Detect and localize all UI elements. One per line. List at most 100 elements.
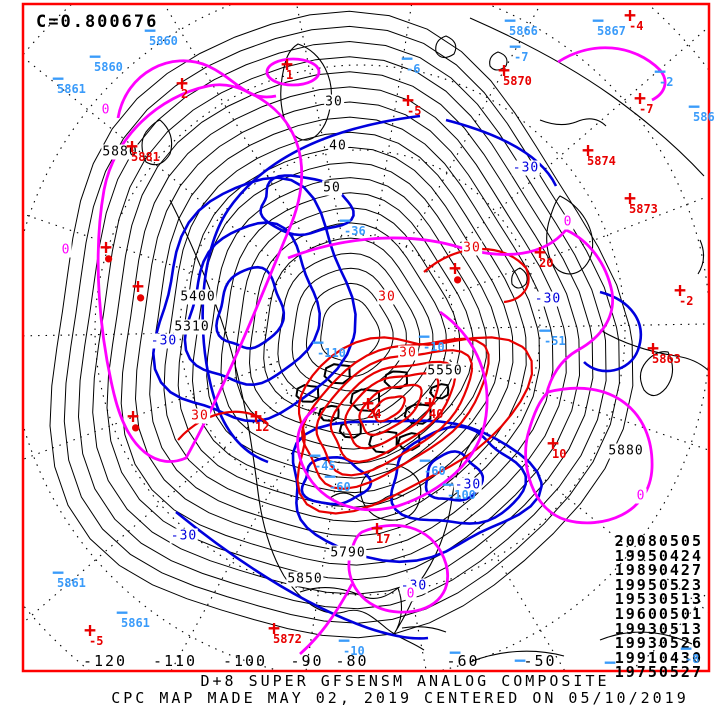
longitude-tick-label: -110 <box>152 652 198 670</box>
plus-anomaly-icon: + <box>646 336 660 360</box>
anomaly-value: 5860 <box>149 34 178 48</box>
contour-label-height: 5850 <box>286 571 324 587</box>
minus-anomaly-icon: − <box>653 59 667 83</box>
plus-anomaly-icon: + <box>280 52 294 76</box>
contour-label-height: 50 <box>322 180 342 196</box>
minus-anomaly-icon: − <box>687 94 701 118</box>
contour-label-height: 5880 <box>607 443 645 459</box>
plus-anomaly-icon: + <box>448 256 462 280</box>
plus-anomaly-icon: + <box>497 58 511 82</box>
anomaly-value: -8 <box>685 652 700 666</box>
plus-anomaly-icon: + <box>249 404 263 428</box>
plus-anomaly-icon: + <box>267 616 281 640</box>
anomaly-value: 20 <box>539 256 554 270</box>
contour-label-height: 5550 <box>426 363 464 379</box>
plus-anomaly-icon: + <box>99 235 113 259</box>
anomaly-value: 5874 <box>587 154 616 168</box>
analog-date: 19930526 <box>614 634 703 653</box>
plus-anomaly-icon: + <box>131 274 145 298</box>
anomaly-value: -2 <box>659 75 674 89</box>
contour-label-pos: 30 <box>377 289 397 305</box>
anomaly-value: 1 <box>286 68 294 82</box>
anomaly-value: -51 <box>544 334 566 348</box>
contour-label-height: 5310 <box>173 319 211 335</box>
anomaly-value: 5860 <box>94 60 123 74</box>
longitude-tick-label: -90 <box>290 652 324 670</box>
contour-label-pos: 30 <box>190 408 210 424</box>
contour-label-height: 5400 <box>179 289 217 305</box>
contour-label-zero: 0 <box>562 214 574 230</box>
contour-label-zero: 0 <box>635 488 647 504</box>
longitude-tick-label: -80 <box>335 652 369 670</box>
anomaly-value: 12 <box>255 420 270 434</box>
minus-anomaly-icon: − <box>338 208 352 232</box>
contour-label-height: 5880 <box>101 144 139 160</box>
anomaly-value: 5872 <box>273 632 302 646</box>
contour-label-pos: 30 <box>462 240 482 256</box>
plus-anomaly-icon: + <box>370 516 384 540</box>
plus-anomaly-icon: + <box>533 240 547 264</box>
anomaly-value: -7 <box>639 102 654 116</box>
contour-label-neg: -30 <box>511 160 541 176</box>
anomaly-value: 24 <box>367 407 382 421</box>
analog-date: 19950424 <box>614 546 703 565</box>
anomaly-value: -45 <box>314 459 336 473</box>
minus-anomaly-icon: − <box>323 464 337 488</box>
anomaly-value: -7 <box>514 50 529 64</box>
plus-anomaly-icon: + <box>623 186 637 210</box>
plus-anomaly-icon: + <box>175 71 189 95</box>
analog-date: 19910430 <box>614 648 703 667</box>
minus-anomaly-icon: − <box>508 34 522 58</box>
contour-label-height: 30 <box>324 94 344 110</box>
minus-anomaly-icon: − <box>88 44 102 68</box>
plus-anomaly-icon: + <box>423 391 437 415</box>
contour-label-zero: 0 <box>60 242 72 258</box>
anomaly-value: 5861 <box>121 616 150 630</box>
map-frame <box>21 2 711 673</box>
plus-anomaly-icon: + <box>673 278 687 302</box>
minus-anomaly-icon: − <box>115 600 129 624</box>
contour-label-neg: -30 <box>149 333 179 349</box>
anomaly-value: -10 <box>343 644 365 658</box>
contour-label-neg: -30 <box>533 291 563 307</box>
minus-anomaly-icon: − <box>418 448 432 472</box>
correlation-value: C=0.800676 <box>36 12 159 32</box>
minus-anomaly-icon: − <box>603 650 617 674</box>
longitude-tick-label: -60 <box>446 652 480 670</box>
anomaly-value: -100 <box>447 488 476 502</box>
contour-label-zero: 0 <box>405 586 417 602</box>
anomaly-value: 17 <box>376 532 391 546</box>
minus-anomaly-icon: − <box>417 324 431 348</box>
anomaly-value: 2 <box>181 87 189 101</box>
anomaly-value: 10 <box>552 447 567 461</box>
contour-label-height: 5790 <box>329 545 367 561</box>
anomaly-value: 5861 <box>57 82 86 96</box>
anomaly-value: -5 <box>407 104 422 118</box>
minus-anomaly-icon: − <box>538 318 552 342</box>
minus-anomaly-icon: − <box>51 66 65 90</box>
anomaly-value: 40 <box>429 407 444 421</box>
anomaly-value: ● <box>137 290 145 304</box>
plus-anomaly-icon: + <box>581 138 595 162</box>
minus-anomaly-icon: − <box>679 636 693 660</box>
anomaly-value: -4 <box>629 19 644 33</box>
anomaly-value: 5863 <box>693 110 715 124</box>
contour-label-neg: -30 <box>453 477 483 493</box>
minus-anomaly-icon: − <box>400 46 414 70</box>
contour-label-height: 40 <box>328 138 348 154</box>
anomaly-value: -36 <box>344 224 366 238</box>
anomaly-value: -6 <box>406 62 421 76</box>
plus-anomaly-icon: + <box>125 134 139 158</box>
plus-anomaly-icon: + <box>623 3 637 27</box>
anomaly-value: -10 <box>423 340 445 354</box>
anomaly-value: 5873 <box>629 202 658 216</box>
plus-anomaly-icon: + <box>361 391 375 415</box>
longitude-tick-label: -50 <box>523 652 557 670</box>
analog-date: 20080505 <box>614 532 703 550</box>
longitude-tick-label: -100 <box>222 652 268 670</box>
minus-anomaly-icon: − <box>448 640 462 664</box>
minus-anomaly-icon: − <box>441 472 455 496</box>
contour-label-zero: 0 <box>100 102 112 118</box>
analog-date: 19930513 <box>614 619 703 638</box>
